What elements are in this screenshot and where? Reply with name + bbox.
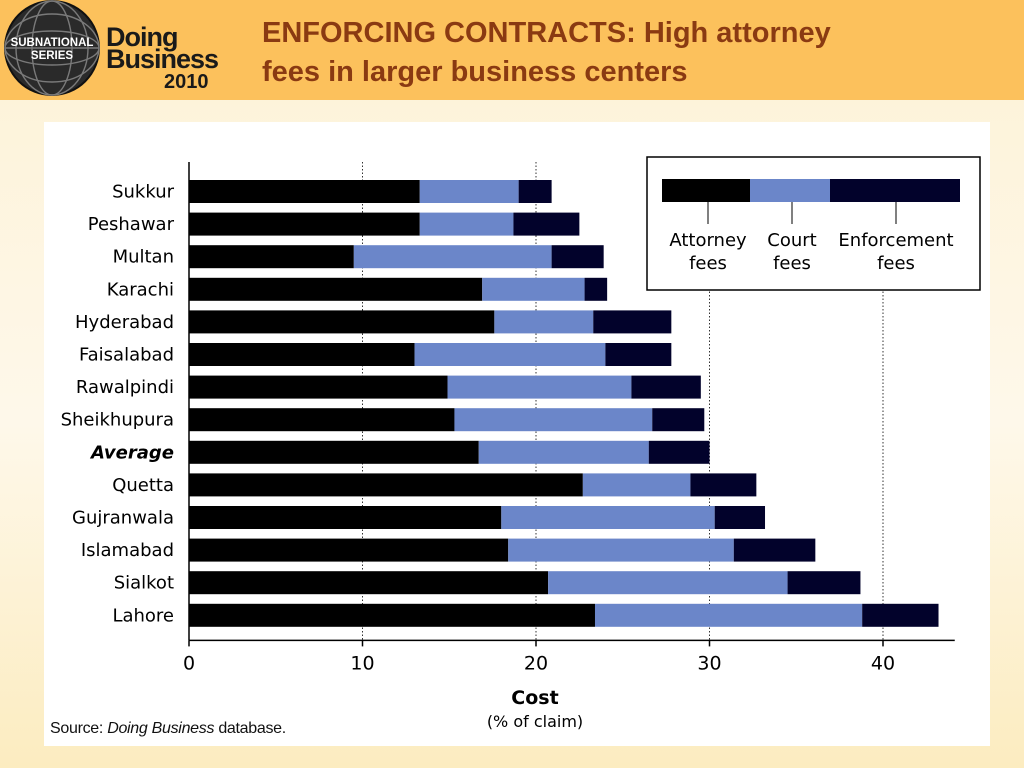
category-label-lahore: Lahore	[112, 605, 174, 626]
slide-title-line-1: ENFORCING CONTRACTS: High attorney	[262, 17, 831, 49]
bar-lahore-attorney-fees	[189, 603, 595, 627]
slide-title: ENFORCING CONTRACTS: High attorney fees …	[262, 14, 1002, 92]
bar-rawalpindi-attorney-fees	[189, 375, 448, 399]
category-label-islamabad: Islamabad	[81, 540, 174, 561]
bar-multan-court-fees	[353, 245, 552, 269]
bar-karachi-enforcement-fees	[584, 277, 608, 301]
bar-lahore-court-fees	[594, 603, 863, 627]
x-tick-label-30: 30	[697, 652, 721, 674]
bar-sialkot-attorney-fees	[189, 571, 549, 595]
category-label-karachi: Karachi	[107, 279, 174, 300]
chart-panel: Sukkur Peshawar Multan Karachi Hyderabad Fais…	[44, 122, 990, 746]
bar-hyderabad-court-fees	[494, 310, 594, 334]
slide-header: SUBNATIONAL SERIES Doing Business 2010 E…	[0, 0, 1024, 100]
svg-text:SERIES: SERIES	[31, 50, 74, 62]
x-tick-label-20: 20	[524, 652, 548, 674]
bar-hyderabad-enforcement-fees	[593, 310, 672, 334]
bar-islamabad-court-fees	[508, 538, 734, 562]
x-tick-label-10: 10	[350, 652, 374, 674]
bar-rawalpindi-enforcement-fees	[631, 375, 701, 399]
legend-label-attorney-fees-line-1: Attorney	[669, 230, 747, 251]
x-tick-label-40: 40	[871, 652, 895, 674]
bar-faisalabad-attorney-fees	[189, 343, 415, 366]
doing-business-logo: SUBNATIONAL SERIES Doing Business 2010	[4, 0, 219, 96]
bar-sheikhupura-attorney-fees	[189, 408, 455, 432]
bar-karachi-court-fees	[482, 277, 585, 301]
bar-quetta-court-fees	[582, 473, 691, 497]
bar-sukkur-court-fees	[419, 180, 519, 203]
category-label-sheikhupura: Sheikhupura	[61, 410, 174, 431]
source-prefix: Source:	[50, 720, 108, 737]
legend-label-enforcement-fees-line-2: fees	[877, 253, 915, 274]
bar-hyderabad-attorney-fees	[189, 310, 495, 334]
x-axis-sublabel: (% of claim)	[487, 712, 583, 731]
bar-gujranwala-enforcement-fees	[714, 506, 766, 529]
bar-sialkot-enforcement-fees	[787, 571, 861, 595]
svg-text:2010: 2010	[164, 71, 209, 93]
category-label-quetta: Quetta	[112, 475, 174, 496]
source-italic: Doing Business	[107, 720, 215, 737]
bar-quetta-enforcement-fees	[690, 473, 757, 497]
bar-multan-enforcement-fees	[551, 245, 604, 269]
bar-karachi-attorney-fees	[189, 277, 483, 301]
source-suffix: database.	[214, 720, 286, 737]
legend-label-court-fees-line-2: fees	[773, 253, 811, 274]
bar-islamabad-attorney-fees	[189, 538, 509, 562]
svg-text:SUBNATIONAL: SUBNATIONAL	[11, 37, 94, 49]
category-label-rawalpindi: Rawalpindi	[76, 377, 174, 398]
bar-average-court-fees	[478, 440, 649, 464]
legend-label-attorney-fees-line-2: fees	[689, 253, 727, 274]
slide-title-line-2: fees in larger business centers	[262, 56, 688, 88]
bar-peshawar-court-fees	[419, 212, 514, 236]
stacked-bar-chart: Sukkur Peshawar Multan Karachi Hyderabad Fais…	[61, 156, 981, 731]
bar-peshawar-enforcement-fees	[513, 212, 580, 236]
bar-gujranwala-attorney-fees	[189, 506, 502, 529]
bar-quetta-attorney-fees	[189, 473, 583, 497]
category-label-faisalabad: Faisalabad	[79, 345, 174, 366]
svg-text:Business: Business	[106, 44, 218, 74]
bar-sukkur-attorney-fees	[189, 180, 420, 203]
category-label-sukkur: Sukkur	[112, 182, 175, 203]
legend-label-court-fees-line-1: Court	[767, 230, 816, 251]
bar-sheikhupura-court-fees	[454, 408, 653, 432]
category-label-gujranwala: Gujranwala	[72, 508, 174, 529]
bar-islamabad-enforcement-fees	[733, 538, 816, 562]
bar-rawalpindi-court-fees	[447, 375, 632, 399]
axes: Sukkur Peshawar Multan Karachi Hyderabad Fais…	[61, 162, 955, 731]
source-note: Source: Doing Business database.	[50, 720, 286, 738]
bar-faisalabad-enforcement-fees	[605, 343, 672, 366]
bar-sialkot-court-fees	[548, 571, 788, 595]
legend-swatch-enforcement-fees	[830, 179, 960, 202]
category-label-average: Average	[89, 442, 174, 463]
bar-multan-attorney-fees	[189, 245, 354, 269]
bar-faisalabad-court-fees	[414, 343, 606, 366]
category-label-multan: Multan	[113, 247, 174, 268]
svg-text:Doing: Doing	[106, 22, 177, 52]
category-label-sialkot: Sialkot	[114, 573, 174, 594]
bars	[189, 180, 939, 627]
bar-average-attorney-fees	[189, 440, 479, 464]
bar-gujranwala-court-fees	[501, 506, 715, 529]
gridlines	[362, 162, 884, 641]
bar-peshawar-attorney-fees	[189, 212, 420, 236]
x-tick-label-0: 0	[183, 652, 195, 674]
x-axis-label: Cost	[511, 687, 558, 709]
category-label-hyderabad: Hyderabad	[75, 312, 174, 333]
bar-sukkur-enforcement-fees	[518, 180, 552, 203]
bar-average-enforcement-fees	[648, 440, 710, 464]
category-label-peshawar: Peshawar	[88, 214, 175, 235]
bar-sheikhupura-enforcement-fees	[652, 408, 705, 432]
legend-swatch-court-fees	[750, 179, 830, 202]
bar-lahore-enforcement-fees	[862, 603, 939, 627]
legend-label-enforcement-fees-line-1: Enforcement	[838, 230, 953, 251]
legend-swatch-attorney-fees	[662, 179, 750, 202]
